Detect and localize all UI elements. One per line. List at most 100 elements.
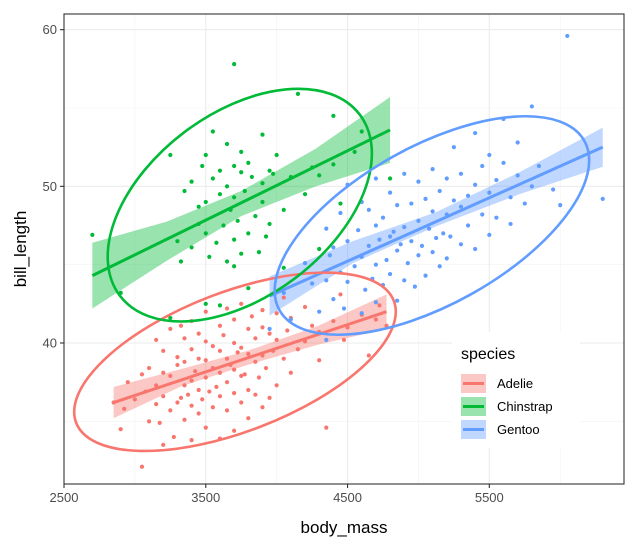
point-adelie xyxy=(246,416,251,421)
point-chinstrap xyxy=(203,152,208,158)
point-adelie xyxy=(295,347,301,352)
point-chinstrap xyxy=(359,129,364,134)
point-chinstrap xyxy=(232,264,237,269)
point-adelie xyxy=(182,359,187,364)
point-chinstrap xyxy=(239,251,244,256)
point-adelie xyxy=(189,347,194,352)
point-adelie xyxy=(232,428,237,433)
point-adelie xyxy=(373,317,378,322)
point-adelie xyxy=(232,317,237,322)
point-adelie xyxy=(324,425,329,430)
point-chinstrap xyxy=(217,303,223,308)
fit-line-gentoo xyxy=(268,145,604,298)
point-adelie xyxy=(154,337,159,342)
point-adelie xyxy=(281,356,286,361)
point-adelie xyxy=(182,383,187,388)
legend-title: species xyxy=(461,346,515,363)
point-gentoo xyxy=(380,215,386,220)
point-adelie xyxy=(203,375,208,380)
point-gentoo xyxy=(423,273,428,278)
point-adelie xyxy=(175,362,180,368)
point-gentoo xyxy=(356,228,361,233)
point-gentoo xyxy=(494,215,499,220)
point-gentoo xyxy=(448,234,453,239)
point-adelie xyxy=(196,387,201,393)
point-gentoo xyxy=(373,223,378,228)
point-adelie xyxy=(242,372,247,377)
point-gentoo xyxy=(465,223,471,228)
point-gentoo xyxy=(451,198,456,203)
y-tick-label: 60 xyxy=(43,22,57,37)
point-gentoo xyxy=(391,229,396,234)
point-chinstrap xyxy=(246,160,251,165)
point-adelie xyxy=(146,419,152,424)
data-points xyxy=(90,33,605,469)
point-gentoo xyxy=(501,160,506,165)
point-adelie xyxy=(217,370,223,375)
point-gentoo xyxy=(398,242,403,247)
point-gentoo xyxy=(373,300,378,305)
point-chinstrap xyxy=(196,204,201,209)
point-chinstrap xyxy=(274,152,279,158)
point-gentoo xyxy=(423,196,428,201)
point-gentoo xyxy=(536,163,542,169)
point-chinstrap xyxy=(253,214,258,219)
point-adelie xyxy=(239,301,244,306)
point-gentoo xyxy=(402,278,407,283)
point-chinstrap xyxy=(260,132,265,137)
point-gentoo xyxy=(508,195,513,200)
point-adelie xyxy=(331,318,336,324)
point-adelie xyxy=(260,308,265,313)
point-adelie xyxy=(239,400,244,405)
point-gentoo xyxy=(387,234,393,239)
point-chinstrap xyxy=(239,149,244,154)
point-gentoo xyxy=(441,231,446,236)
point-gentoo xyxy=(437,188,442,194)
point-adelie xyxy=(161,348,166,353)
point-adelie xyxy=(249,314,254,319)
point-chinstrap xyxy=(249,174,254,180)
point-gentoo xyxy=(458,204,464,209)
point-adelie xyxy=(214,384,219,389)
point-adelie xyxy=(263,365,269,371)
point-adelie xyxy=(122,406,127,411)
point-chinstrap xyxy=(189,179,194,184)
x-axis-title: body_mass xyxy=(301,518,388,537)
point-adelie xyxy=(239,373,244,378)
point-chinstrap xyxy=(256,250,262,255)
point-gentoo xyxy=(267,326,272,331)
point-adelie xyxy=(260,405,265,410)
fit-lines xyxy=(91,128,604,404)
point-gentoo xyxy=(529,104,534,109)
point-adelie xyxy=(274,383,279,388)
point-adelie xyxy=(189,378,194,383)
point-gentoo xyxy=(359,311,364,316)
point-chinstrap xyxy=(317,246,322,252)
point-adelie xyxy=(196,411,201,416)
point-adelie xyxy=(203,358,208,363)
point-chinstrap xyxy=(217,192,223,197)
point-gentoo xyxy=(302,261,308,266)
point-adelie xyxy=(207,389,212,394)
point-adelie xyxy=(267,395,272,400)
point-gentoo xyxy=(465,193,471,198)
point-gentoo xyxy=(565,33,570,39)
point-gentoo xyxy=(366,243,371,248)
point-gentoo xyxy=(416,253,421,258)
point-gentoo xyxy=(384,257,389,263)
point-adelie xyxy=(341,337,347,342)
point-gentoo xyxy=(426,226,432,231)
x-tick-label: 3500 xyxy=(191,490,220,505)
point-adelie xyxy=(154,402,159,407)
x-tick-label: 4500 xyxy=(333,490,362,505)
point-adelie xyxy=(203,339,208,344)
point-adelie xyxy=(235,350,240,355)
point-gentoo xyxy=(494,177,499,183)
point-adelie xyxy=(210,405,215,410)
point-gentoo xyxy=(558,203,563,208)
point-gentoo xyxy=(430,250,435,255)
point-adelie xyxy=(203,425,208,430)
point-adelie xyxy=(196,356,201,361)
point-adelie xyxy=(139,464,145,469)
point-adelie xyxy=(139,372,145,377)
